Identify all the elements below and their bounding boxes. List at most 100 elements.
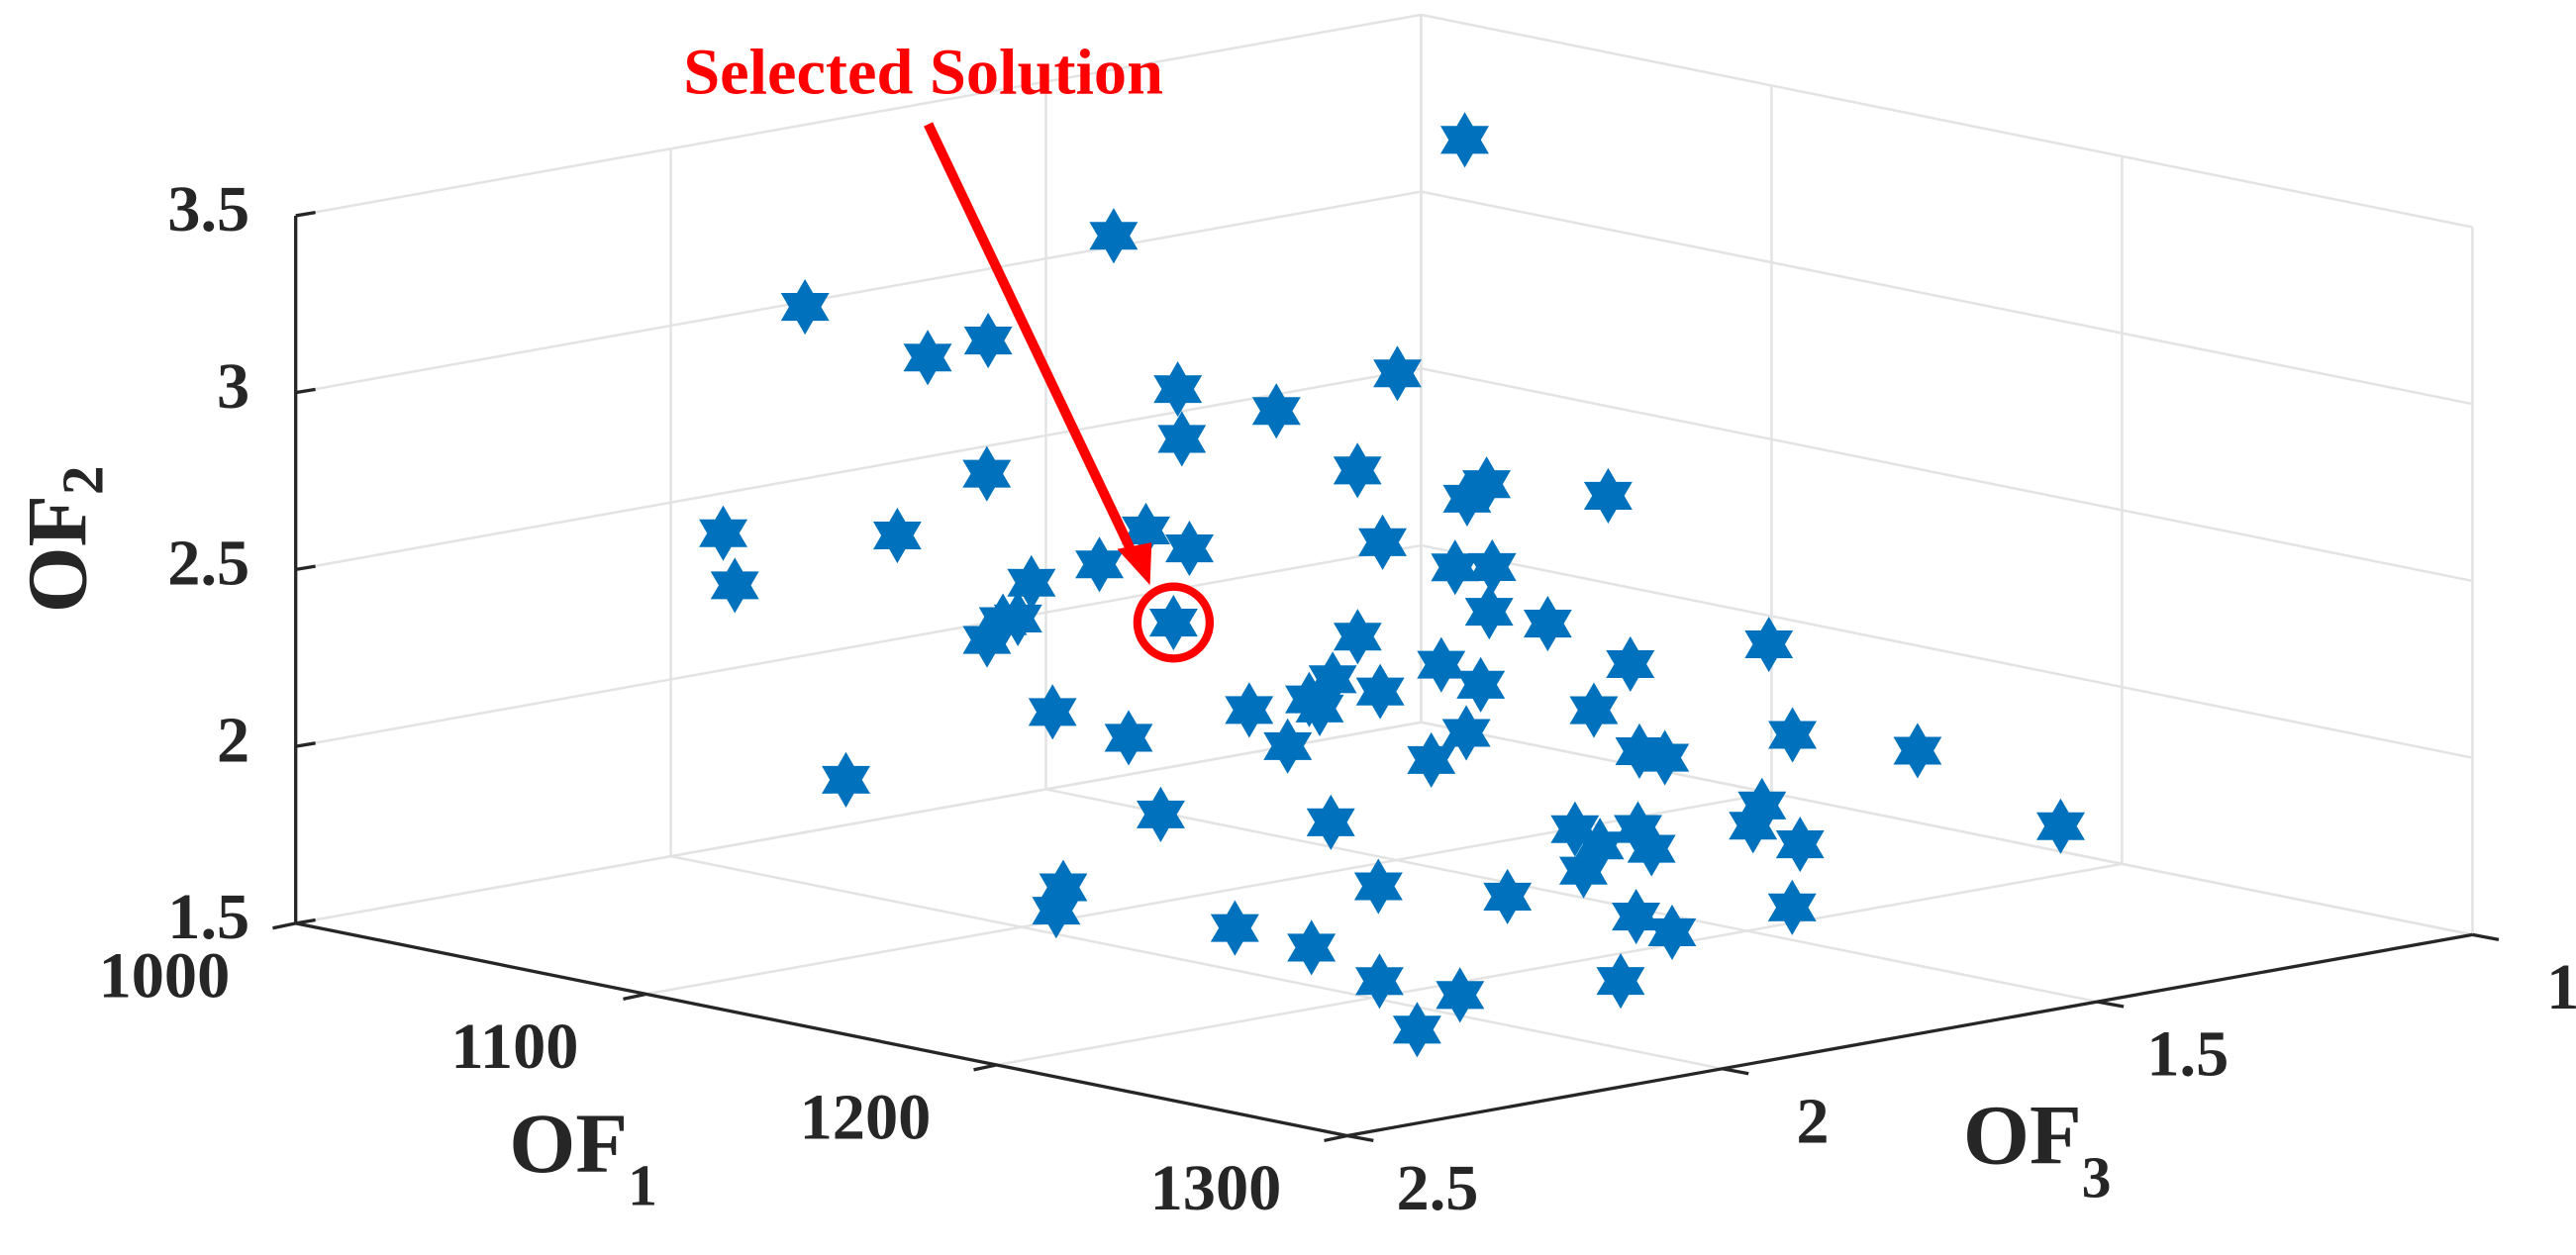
point (1148, 594, 1198, 651)
x-axis-label-main: OF (509, 1096, 628, 1191)
z-tick-label: 2.5 (1397, 1152, 1479, 1224)
point (1436, 967, 1485, 1023)
grid-line (295, 190, 1422, 394)
z-tick (2472, 932, 2500, 941)
point (1122, 502, 1171, 558)
grid (294, 13, 2474, 1137)
point (1333, 442, 1382, 499)
point (1306, 794, 1355, 850)
point (1251, 383, 1301, 439)
grid-line (1045, 788, 2098, 1004)
point (1612, 889, 1661, 945)
y-tick (295, 917, 316, 925)
y-axis-label-main: OF (9, 495, 104, 613)
point (1225, 682, 1274, 738)
axes: 1.5 2 2.5 3 3.5 1000 1100 1200 1300 1 1.5 2 2.5 (99, 173, 2576, 1224)
annotation-arrow (924, 122, 1139, 558)
point (1483, 868, 1533, 924)
y-tick (295, 387, 316, 395)
point (1157, 411, 1207, 467)
point (1627, 821, 1676, 877)
point (1295, 680, 1344, 736)
point (903, 330, 952, 386)
z-tick-label: 1 (2546, 951, 2576, 1023)
grid-line (1421, 721, 2473, 936)
point (1075, 536, 1125, 593)
point (780, 278, 830, 336)
point (1596, 953, 1645, 1010)
annotation-text: Selected Solution (683, 37, 1163, 109)
point (1136, 786, 1185, 842)
point (1089, 208, 1139, 264)
y-tick-label: 3 (217, 350, 249, 423)
point (1287, 919, 1337, 976)
grid-line (670, 854, 1723, 1070)
point (1355, 953, 1404, 1010)
grid-line (1421, 13, 2473, 229)
point (1569, 682, 1619, 738)
annotation: Selected Solution (683, 37, 1215, 663)
z-tick-label: 1.5 (2146, 1018, 2229, 1091)
z-tick (1722, 1067, 1749, 1076)
x-tick-label: 1000 (99, 940, 231, 1013)
point (1606, 635, 1655, 693)
x-tick (1324, 1133, 1348, 1143)
grid-line (996, 862, 2123, 1067)
point (962, 612, 1012, 668)
point (963, 313, 1013, 369)
point (1729, 798, 1778, 854)
point (1523, 595, 1572, 652)
point (1355, 663, 1405, 720)
y-tick (295, 564, 316, 572)
point (699, 505, 748, 561)
x-tick-label: 1200 (800, 1082, 932, 1154)
point (1647, 904, 1697, 960)
marks (699, 112, 2085, 1058)
grid-line (295, 543, 1422, 748)
y-axis-label-sub: 2 (50, 465, 115, 495)
point (1583, 467, 1633, 524)
point (1768, 707, 1818, 763)
point (1439, 112, 1489, 168)
point (1744, 616, 1794, 673)
point (1165, 521, 1214, 577)
point (962, 445, 1012, 502)
y-tick-label: 1.5 (167, 881, 249, 953)
point (1640, 729, 1690, 786)
x-axis-label-sub: 1 (628, 1152, 657, 1217)
z-tick (1346, 1133, 1374, 1143)
point (1028, 684, 1077, 740)
x-tick (623, 992, 647, 1001)
grid-line (1421, 543, 2473, 759)
point (1333, 609, 1382, 665)
grid-line (295, 721, 1422, 925)
z-axis-label-sub: 3 (2082, 1144, 2112, 1209)
point (1767, 879, 1817, 935)
point (1407, 731, 1456, 788)
point (1442, 470, 1492, 527)
point (710, 557, 759, 614)
z-tick (2097, 1000, 2125, 1009)
point (1153, 361, 1203, 418)
x-axis-label: OF1 (509, 1096, 657, 1217)
point (872, 507, 922, 564)
x-axis-line (295, 921, 1348, 1138)
y-axis-label: OF2 (9, 465, 115, 613)
z-axis-line (1346, 932, 2473, 1138)
y-tick (295, 211, 316, 218)
y-tick-label: 2.5 (167, 528, 249, 600)
point (1467, 538, 1517, 595)
point (1417, 636, 1466, 693)
point (1558, 842, 1608, 899)
point (1456, 656, 1506, 713)
z-axis-label-main: OF (1963, 1088, 2082, 1183)
point (1893, 723, 1942, 779)
point (1104, 710, 1153, 766)
point (1210, 900, 1259, 956)
point (1308, 651, 1357, 708)
grid-line (1421, 367, 2473, 583)
point (1464, 584, 1514, 640)
x-tick (973, 1063, 998, 1072)
